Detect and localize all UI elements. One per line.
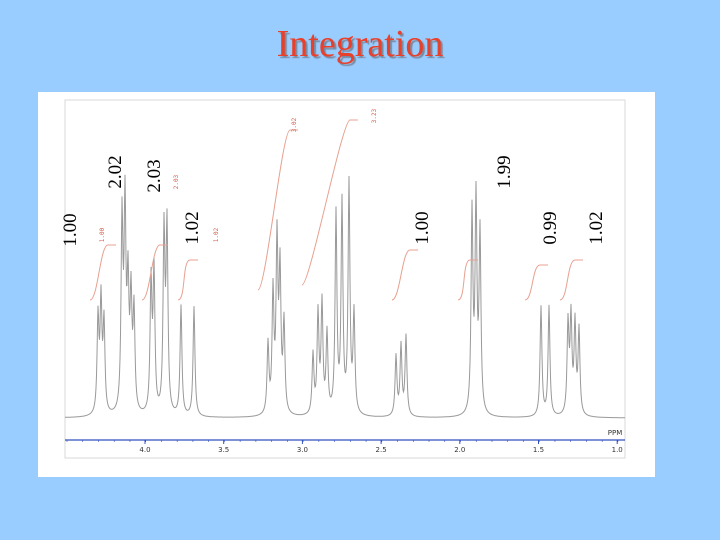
spectrum-trace xyxy=(65,174,625,419)
integral-curve xyxy=(177,259,198,301)
integration-label: 1.02 xyxy=(182,211,203,244)
axis-tick-label: 2.0 xyxy=(454,446,465,454)
integration-label: 0.99 xyxy=(540,211,561,244)
integral-curve xyxy=(301,119,358,286)
integration-label: 1.00 xyxy=(412,211,433,244)
integral-curve xyxy=(141,244,168,301)
integral-curve xyxy=(257,129,298,291)
integration-label: 2.03 xyxy=(144,159,165,192)
axis-tick-label: 2.5 xyxy=(376,446,387,454)
spectrum-label: 3.02 xyxy=(291,117,298,132)
spectrum-label: 1.02 xyxy=(213,227,220,242)
spectrum-label: 3.23 xyxy=(371,108,378,123)
axis-tick-label: 1.5 xyxy=(533,446,544,454)
integration-label: 1.99 xyxy=(494,155,515,188)
integration-label: 2.02 xyxy=(105,155,126,188)
integral-curve xyxy=(524,264,548,301)
axis-tick-label: 3.0 xyxy=(297,446,308,454)
slide-title: Integration xyxy=(276,23,444,65)
spectrum-label: 1.00 xyxy=(99,227,106,242)
integration-label: 1.00 xyxy=(60,213,81,246)
integral-curve xyxy=(559,259,583,301)
axis-tick-label: 4.0 xyxy=(139,446,150,454)
axis-tick-label: 1.0 xyxy=(612,446,623,454)
integral-curve xyxy=(89,244,116,301)
integral-curve xyxy=(391,249,418,301)
axis-unit: PPM xyxy=(608,429,622,437)
image-panel xyxy=(38,92,655,477)
integration-label: 1.02 xyxy=(586,211,607,244)
spectrum-label: 2.03 xyxy=(173,174,180,189)
axis-tick-label: 3.5 xyxy=(218,446,229,454)
integral-curve xyxy=(457,259,478,301)
plot-frame xyxy=(64,99,626,459)
